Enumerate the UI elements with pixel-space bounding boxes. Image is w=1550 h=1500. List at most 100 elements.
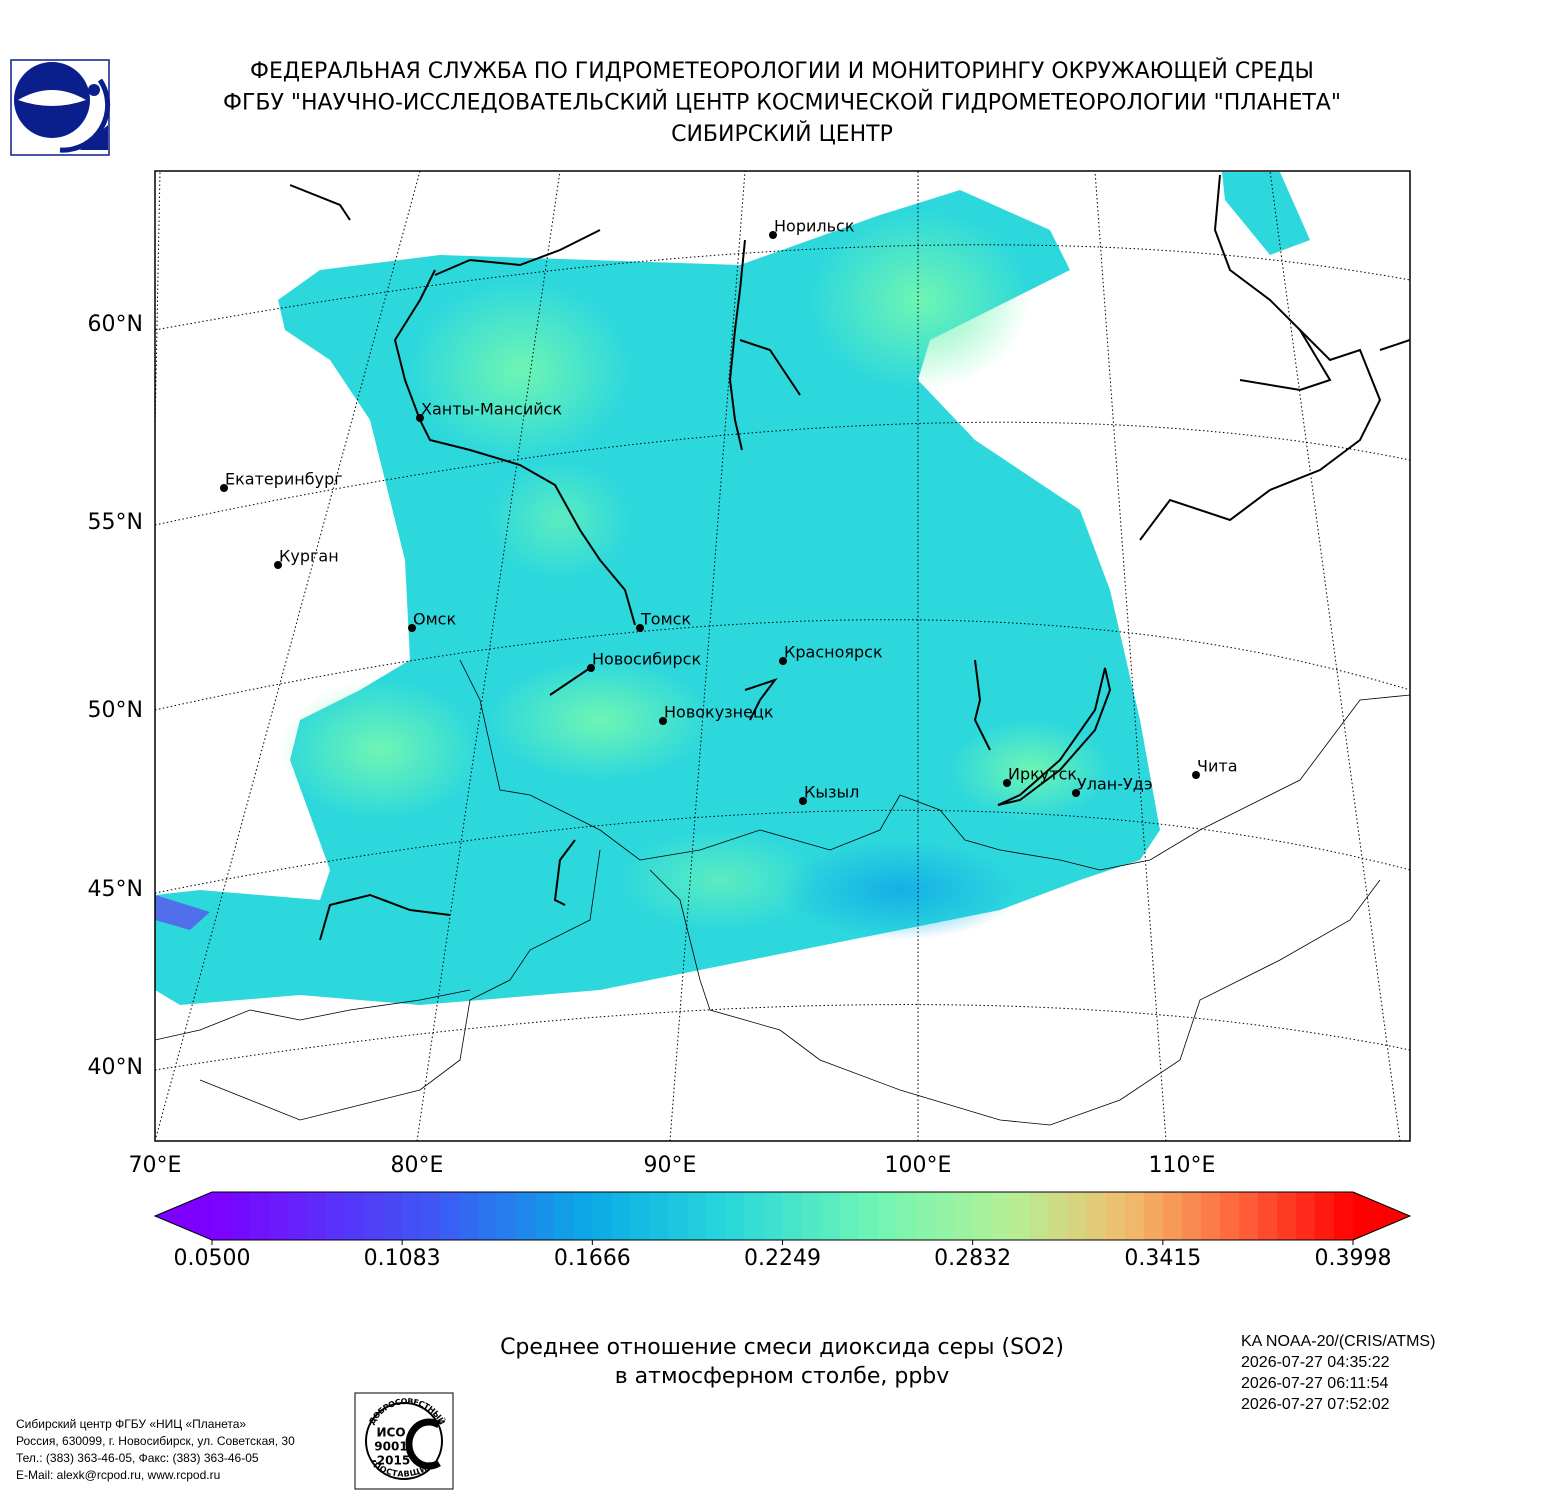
city-label: Омск [413,610,456,629]
colorbar-cell [440,1192,460,1240]
colorbar-cell [1295,1192,1316,1240]
colorbar-cell [478,1192,498,1240]
city-label: Ханты-Мансийск [421,400,562,419]
city-dot [408,624,416,632]
colorbar-extend [155,1192,212,1240]
city-label: Курган [279,547,339,566]
iso-line: ИСО [376,1426,405,1440]
lat-label: 45°N [88,877,143,902]
colorbar-cell [1124,1192,1145,1240]
iso-line: -2015 [372,1454,410,1468]
city-label: Улан-Удэ [1077,775,1153,794]
colorbar-cell [1314,1192,1335,1240]
colorbar-cell [896,1192,917,1240]
city-label: Норильск [774,217,855,236]
colorbar-cell [687,1192,708,1240]
colorbar-cell [1219,1192,1240,1240]
lon-label: 100°E [885,1153,952,1178]
colorbar-cell [1162,1192,1183,1240]
city-dot [779,657,787,665]
colorbar-cell [839,1192,860,1240]
lat-label: 60°N [88,312,143,337]
footer-line: Россия, 630099, г. Новосибирск, ул. Сове… [16,1434,295,1448]
colorbar-cell [668,1192,689,1240]
colorbar-cell [250,1192,270,1240]
city-label: Иркутск [1008,765,1077,784]
colorbar-cell [1143,1192,1164,1240]
colorbar-cell [573,1192,593,1240]
colorbar-cell [763,1192,784,1240]
colorbar-cell [1086,1192,1107,1240]
colorbar-cell [269,1192,289,1240]
header-line: ФЕДЕРАЛЬНАЯ СЛУЖБА ПО ГИДРОМЕТЕОРОЛОГИИ … [250,58,1314,84]
colorbar-cell [991,1192,1012,1240]
colorbar-cell [364,1192,384,1240]
colorbar-cell [212,1192,232,1240]
colorbar-cell [782,1192,803,1240]
city-label: Томск [640,610,691,629]
product-title: в атмосферном столбе, ppbv [615,1364,950,1389]
colorbar-tick-label: 0.2249 [744,1246,821,1271]
colorbar-cell [345,1192,365,1240]
colorbar-cell [326,1192,346,1240]
lon-label: 90°E [644,1153,697,1178]
colorbar-cell [649,1192,669,1240]
colorbar-cell [1048,1192,1069,1240]
city-label: Екатеринбург [225,470,343,489]
city-dot [416,414,424,422]
iso-logo: ДОБРОСОВЕСТНЫЙ ПОСТАВЩИК ИСО 9001 -2015 [354,1392,454,1490]
colorbar-cell [459,1192,479,1240]
colorbar-cell [706,1192,727,1240]
city-dot [659,717,667,725]
colorbar-cell [1200,1192,1221,1240]
colorbar-cell [934,1192,955,1240]
colorbar-cell [820,1192,841,1240]
city-dot [220,484,228,492]
colorbar-cell [231,1192,251,1240]
satellite-info: 2026-07-27 07:52:02 [1241,1396,1390,1413]
colorbar-cell [1105,1192,1126,1240]
colorbar-tick-label: 0.0500 [174,1246,251,1271]
colorbar-tick-label: 0.1083 [364,1246,441,1271]
colorbar-cell [402,1192,422,1240]
colorbar-cell [953,1192,974,1240]
colorbar-cell [592,1192,612,1240]
colorbar-cell [725,1192,746,1240]
lat-label: 55°N [88,510,143,535]
colorbar-tick-label: 0.3415 [1124,1246,1201,1271]
lon-label: 110°E [1149,1153,1216,1178]
colorbar-cell [744,1192,765,1240]
colorbar-cell [858,1192,879,1240]
colorbar-cell [535,1192,555,1240]
colorbar-cell [972,1192,993,1240]
colorbar-cell [1010,1192,1031,1240]
colorbar-cell [1067,1192,1088,1240]
colorbar-cell [1333,1192,1354,1240]
city-label: Новосибирск [592,650,701,669]
footer-line: Тел.: (383) 363-46-05, Факс: (383) 363-4… [16,1451,259,1465]
city-dot [1003,779,1011,787]
colorbar-cell [915,1192,936,1240]
lat-label: 40°N [88,1055,143,1080]
colorbar-cell [877,1192,898,1240]
coastlines [289,174,1410,941]
borders [155,659,1410,1126]
agency-logo [10,59,111,156]
city-dot [636,624,644,632]
city-label: Кызыл [804,783,859,802]
map: Норильск Ханты-Мансийск Екатеринбург Курган… [154,170,1411,1142]
colorbar-cell [1238,1192,1259,1240]
lon-label: 80°E [391,1153,444,1178]
graticule [155,171,1410,1141]
colorbar-cell [307,1192,327,1240]
colorbar-cell [288,1192,308,1240]
lat-label: 50°N [88,698,143,723]
header-line: СИБИРСКИЙ ЦЕНТР [671,121,893,147]
footer-line: Сибирский центр ФГБУ «НИЦ «Планета» [16,1417,246,1431]
colorbar-cell [801,1192,822,1240]
city-label: Новокузнецк [664,703,774,722]
colorbar-extend [1353,1192,1410,1240]
colorbar-cell [554,1192,574,1240]
